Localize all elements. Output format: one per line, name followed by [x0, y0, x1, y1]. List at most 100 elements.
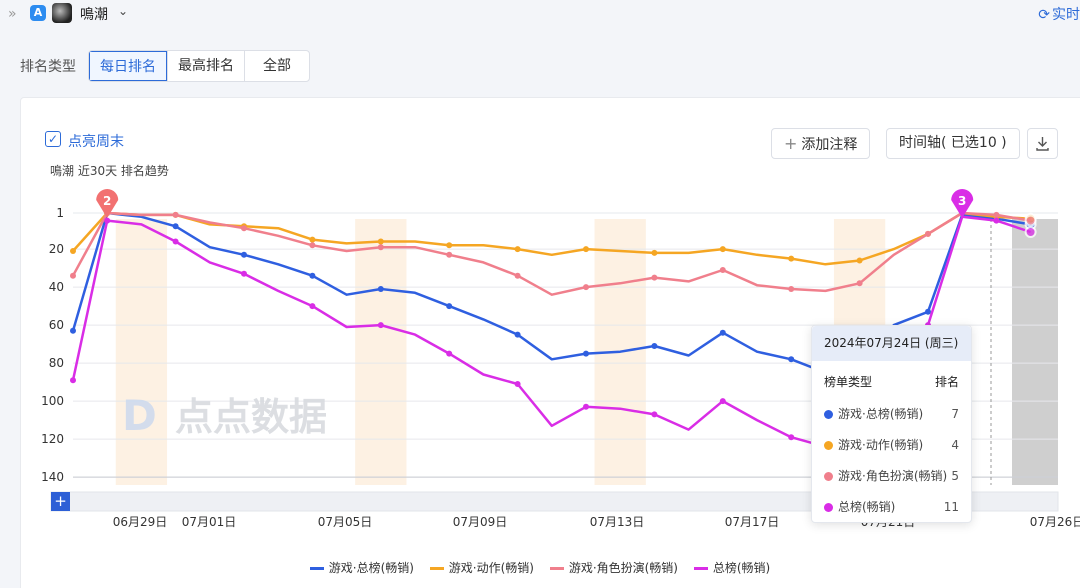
data-point: [788, 434, 795, 441]
data-point: [925, 308, 931, 315]
data-point: [241, 270, 247, 277]
legend-label: 游戏·动作(畅销): [448, 561, 534, 575]
annotation-label: 2: [103, 194, 111, 208]
tooltip-row-rank: 11: [943, 499, 959, 514]
data-point: [70, 377, 76, 384]
data-point: [514, 246, 521, 253]
data-point: [446, 303, 453, 310]
data-point: [309, 236, 316, 243]
plus-icon: +: [54, 492, 67, 510]
data-point: [70, 327, 76, 334]
tooltip-row-rank: 4: [951, 437, 959, 452]
rank-type-row: 排名类型 每日排名 最高排名 全部: [20, 50, 310, 82]
legend-item[interactable]: 游戏·角色扮演(畅销): [549, 559, 678, 576]
app-name[interactable]: 鳴潮: [80, 7, 108, 23]
chart-legend: 游戏·总榜(畅销) 游戏·动作(畅销) 游戏·角色扮演(畅销) 总榜(畅销): [0, 559, 1080, 576]
data-point: [651, 411, 658, 418]
watermark-text: 点点数据: [175, 395, 327, 439]
series-color-dot: [824, 503, 833, 512]
data-point: [172, 211, 179, 218]
data-point: [719, 267, 726, 273]
data-point: [719, 329, 726, 336]
weekend-band: [355, 219, 407, 485]
tooltip-row: 游戏·角色扮演(畅销) 5: [812, 460, 971, 491]
data-point: [241, 251, 247, 258]
y-tick-label: 120: [41, 432, 64, 446]
legend-swatch: [549, 567, 564, 570]
data-point: [651, 274, 658, 281]
data-point: [856, 280, 863, 287]
realtime-button[interactable]: ⟳ 实时: [1038, 4, 1080, 24]
y-tick-label: 100: [41, 394, 64, 408]
data-point: [104, 217, 111, 224]
data-point: [514, 272, 521, 279]
tooltip-date: 2024年07月24日 (周三): [812, 326, 971, 361]
download-icon: [1036, 137, 1049, 151]
chart-subtitle: 鳴潮 近30天 排名趋势: [50, 164, 169, 178]
y-tick-label: 40: [49, 280, 64, 294]
zoom-slider-handle[interactable]: [51, 492, 70, 511]
add-note-label: 添加注释: [801, 137, 858, 153]
svg-text:D: D: [122, 391, 157, 440]
series-color-dot: [824, 472, 833, 481]
data-point: [788, 255, 795, 262]
y-tick-label: 60: [49, 318, 64, 332]
tooltip-row: 总榜(畅销) 11: [812, 491, 971, 522]
data-point: [583, 403, 589, 410]
tooltip-row-name: 游戏·动作(畅销): [838, 438, 924, 452]
timeline-button[interactable]: 时间轴( 已选10 ): [886, 128, 1020, 159]
data-point: [377, 286, 384, 292]
data-point: [70, 248, 76, 254]
tooltip-row-name: 游戏·角色扮演(畅销): [838, 469, 948, 483]
tooltip-row-rank: 5: [951, 468, 959, 483]
plus-icon: +: [784, 134, 798, 153]
rank-option-daily[interactable]: 每日排名: [89, 51, 167, 81]
breadcrumb-separator: »: [8, 6, 17, 22]
annotation-pin: [951, 189, 974, 218]
series-color-dot: [824, 410, 833, 419]
data-point: [446, 251, 453, 258]
rank-option-highest[interactable]: 最高排名: [167, 51, 244, 81]
realtime-label: 实时: [1052, 7, 1080, 23]
future-region: [1012, 219, 1058, 485]
annotation-pin: [96, 189, 119, 218]
data-point: [446, 242, 453, 249]
data-point: [172, 223, 179, 230]
download-button[interactable]: [1027, 128, 1058, 159]
x-tick-label: 07月13日: [590, 515, 645, 529]
tooltip-header: 榜单类型 排名: [812, 361, 971, 390]
annotation-label: 3: [958, 194, 966, 208]
data-point: [514, 331, 521, 338]
tooltip-row-rank: 7: [951, 406, 959, 421]
tooltip-col-type: 榜单类型: [824, 375, 873, 389]
data-point: [70, 272, 76, 279]
x-tick-label: 07月01日: [182, 515, 237, 529]
series-color-dot: [824, 441, 833, 450]
refresh-icon: ⟳: [1038, 7, 1050, 23]
data-point: [377, 244, 384, 251]
legend-item[interactable]: 游戏·总榜(畅销): [309, 559, 414, 576]
legend-item[interactable]: 总榜(畅销): [693, 559, 771, 576]
legend-item[interactable]: 游戏·动作(畅销): [429, 559, 534, 576]
data-point: [583, 284, 589, 291]
tooltip-col-rank: 排名: [934, 375, 959, 389]
tooltip-row: 游戏·动作(畅销) 4: [812, 429, 971, 460]
rank-option-all[interactable]: 全部: [244, 51, 309, 81]
legend-swatch: [693, 567, 708, 570]
legend-label: 游戏·角色扮演(畅销): [568, 561, 678, 575]
top-bar: » A 鳴潮 ⌄ ⟳ 实时: [0, 0, 1080, 38]
add-note-button[interactable]: + 添加注释: [771, 128, 871, 159]
data-point: [583, 246, 589, 253]
highlight-weekend-label[interactable]: 点亮周末: [68, 134, 124, 150]
y-tick-label: 140: [41, 470, 64, 484]
app-store-icon: A: [30, 5, 46, 21]
data-point: [856, 257, 863, 264]
x-tick-label: 07月17日: [725, 515, 780, 529]
app-avatar[interactable]: [52, 3, 72, 23]
y-tick-label: 20: [49, 242, 64, 256]
chevron-down-icon[interactable]: ⌄: [118, 4, 129, 18]
legend-label: 总榜(畅销): [712, 561, 771, 575]
highlight-weekend-checkbox[interactable]: ✓: [45, 131, 61, 147]
